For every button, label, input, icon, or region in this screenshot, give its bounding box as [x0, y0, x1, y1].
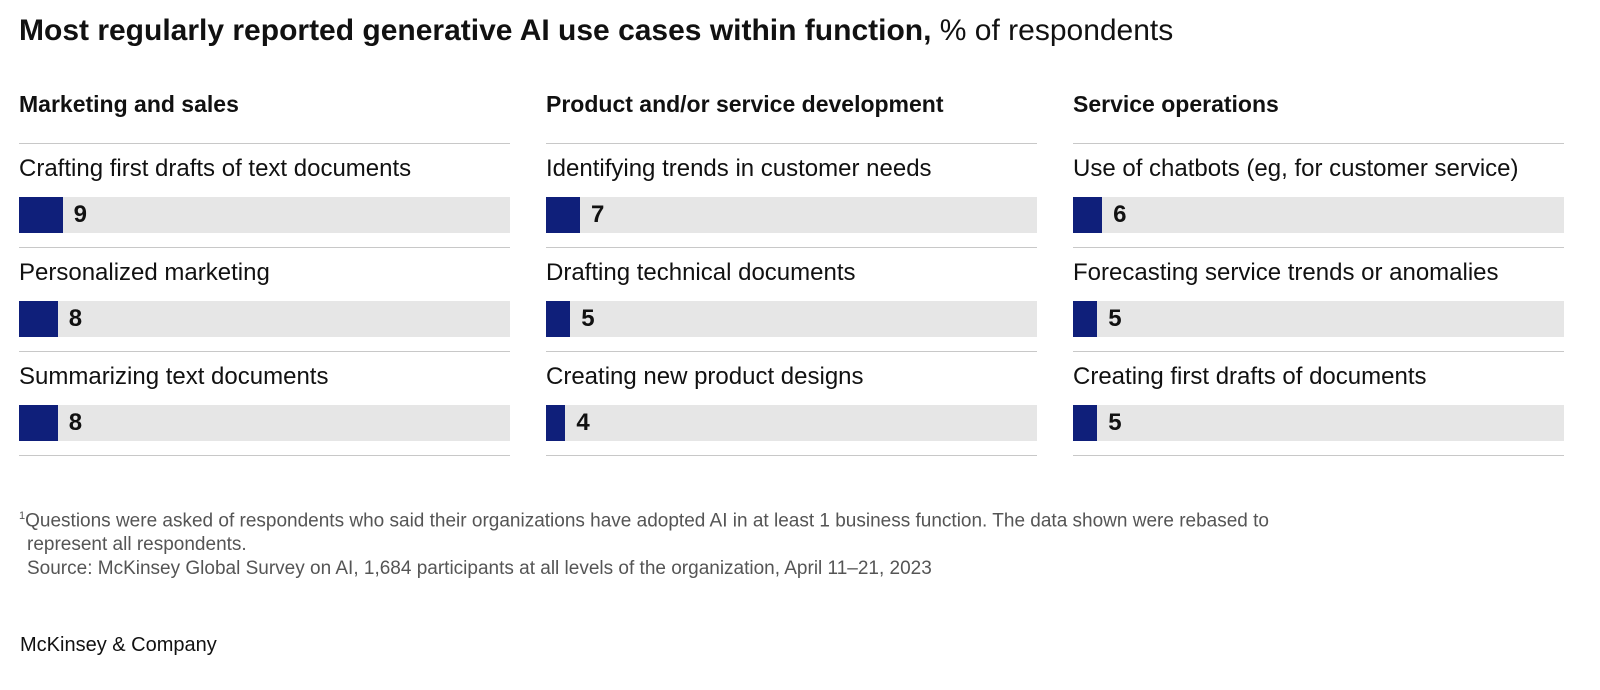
chart-title-main: Most regularly reported generative AI us… — [19, 14, 932, 47]
bar-value-label: 7 — [590, 201, 605, 228]
bar-row: Crafting first drafts of text documents … — [19, 144, 510, 248]
bar-label: Crafting first drafts of text documents — [19, 155, 412, 182]
bar-value-label: 5 — [1108, 305, 1122, 332]
bar-label: Drafting technical documents — [546, 259, 856, 286]
panel-heading: Service operations — [1073, 86, 1564, 144]
bar-value-label: 4 — [576, 409, 590, 436]
bar-value-label: 9 — [73, 201, 87, 228]
bar-track: 5 — [546, 301, 1037, 337]
chart-title: Most regularly reported generative AI us… — [19, 14, 1173, 48]
bar-label: Identifying trends in customer needs — [546, 155, 932, 182]
panel-service-operations: Service operations Use of chatbots (eg, … — [1073, 86, 1564, 456]
bar-label: Creating first drafts of documents — [1073, 363, 1427, 390]
bar — [19, 405, 58, 441]
bar — [546, 197, 580, 233]
bar-track: 5 — [1073, 405, 1564, 441]
panel-marketing-and-sales: Marketing and sales Crafting first draft… — [19, 86, 510, 456]
bar-track: 9 — [19, 197, 510, 233]
bar-row: Creating first drafts of documents 5 — [1073, 352, 1564, 456]
panel-heading: Product and/or service development — [546, 86, 1037, 144]
source-note: Source: McKinsey Global Survey on AI, 1,… — [27, 558, 932, 580]
bar-track: 6 — [1073, 197, 1564, 233]
bar-value-label: 8 — [68, 305, 83, 332]
bar — [546, 405, 566, 441]
bar-value-label: 6 — [1113, 201, 1127, 228]
bar-track: 8 — [19, 405, 510, 441]
footnote-line-1: Questions were asked of respondents who … — [25, 510, 1269, 532]
bar-value-label: 5 — [1108, 409, 1122, 436]
bar — [1073, 197, 1103, 233]
bar — [546, 301, 571, 337]
bar-row: Identifying trends in customer needs 7 — [546, 144, 1037, 248]
bar-row: Personalized marketing 8 — [19, 248, 510, 352]
bar-value-label: 8 — [68, 409, 83, 436]
footnote-marker: 1 — [19, 510, 26, 522]
bar — [19, 197, 63, 233]
bar-track: 5 — [1073, 301, 1564, 337]
brand-logo: McKinsey & Company — [20, 634, 217, 656]
footnotes: 1Questions were asked of respondents who… — [19, 504, 1269, 581]
bar-track: 4 — [546, 405, 1037, 441]
bar-label: Personalized marketing — [19, 259, 270, 286]
bar-row: Use of chatbots (eg, for customer servic… — [1073, 144, 1564, 248]
bar — [1073, 301, 1098, 337]
bar-label: Forecasting service trends or anomalies — [1073, 259, 1499, 286]
bar-row: Creating new product designs 4 — [546, 352, 1037, 456]
bar — [19, 301, 58, 337]
bar-label: Use of chatbots (eg, for customer servic… — [1073, 155, 1519, 182]
bar-label: Summarizing text documents — [19, 363, 329, 390]
bar-label: Creating new product designs — [546, 363, 864, 390]
panel-heading: Marketing and sales — [19, 86, 510, 144]
bar — [1073, 405, 1098, 441]
bar-row: Forecasting service trends or anomalies … — [1073, 248, 1564, 352]
bar-track: 7 — [546, 197, 1037, 233]
bar-row: Drafting technical documents 5 — [546, 248, 1037, 352]
footnote-line-2: represent all respondents. — [27, 534, 247, 556]
bar-row: Summarizing text documents 8 — [19, 352, 510, 456]
bar-value-label: 5 — [581, 305, 595, 332]
chart-title-unit: % of respondents — [939, 14, 1174, 47]
bar-track: 8 — [19, 301, 510, 337]
footnote: 1Questions were asked of respondents who… — [19, 504, 1269, 533]
panel-product-development: Product and/or service development Ident… — [546, 86, 1037, 456]
